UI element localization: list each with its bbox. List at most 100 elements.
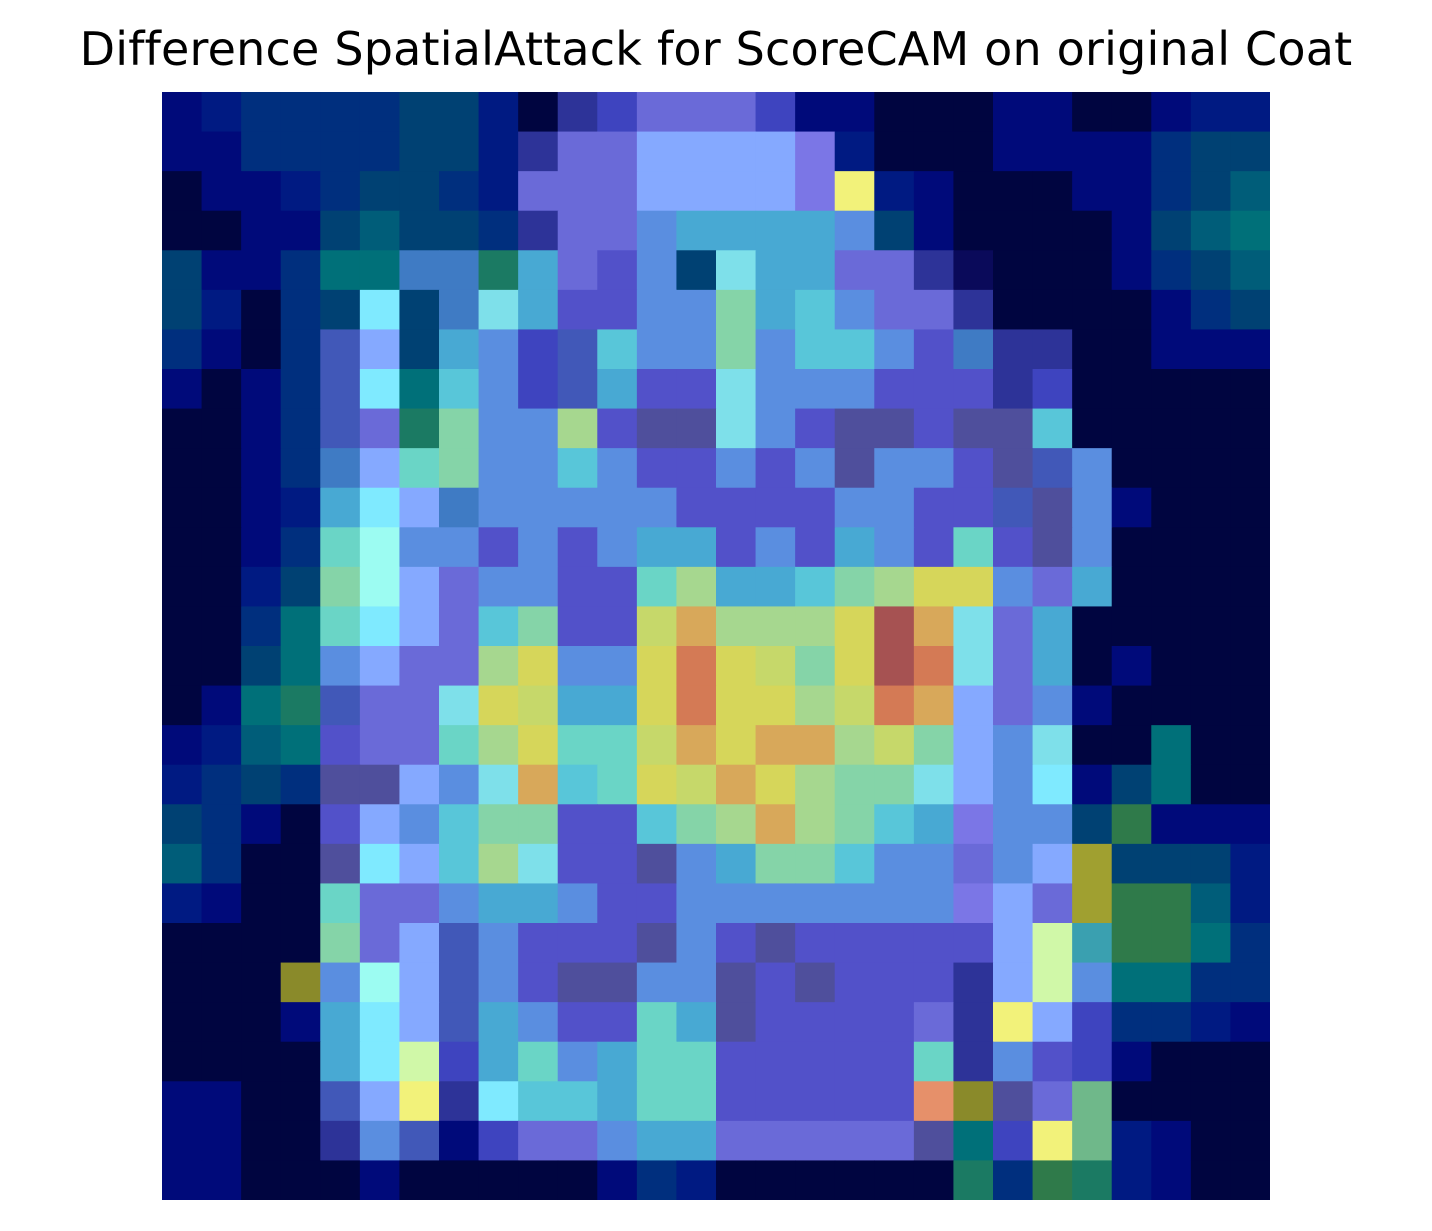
heatmap-cell-r24-c14: [716, 1041, 757, 1082]
heatmap-cell-r25-c12: [636, 1081, 678, 1122]
heatmap-cell-r19-c6: [399, 843, 440, 885]
heatmap-cell-r22-c25: [1151, 962, 1192, 1003]
heatmap-cell-r17-c6: [399, 764, 440, 805]
heatmap-cell-r7-c9: [518, 369, 559, 410]
heatmap-cell-r20-c4: [320, 883, 361, 924]
heatmap-cell-r24-c22: [1032, 1041, 1073, 1082]
heatmap-cell-r13-c14: [716, 606, 757, 647]
heatmap-cell-r27-c21: [993, 1160, 1034, 1200]
heatmap-cell-r24-c21: [993, 1041, 1034, 1082]
heatmap-cell-r21-c14: [716, 923, 757, 964]
heatmap-cell-r16-c24: [1111, 725, 1152, 766]
heatmap-cell-r8-c23: [1072, 408, 1113, 449]
heatmap-cell-r10-c12: [636, 487, 678, 528]
heatmap-cell-r14-c9: [518, 646, 559, 687]
heatmap-cell-r22-c0: [162, 962, 203, 1003]
heatmap-cell-r26-c6: [399, 1120, 440, 1162]
heatmap-cell-r14-c14: [716, 646, 757, 687]
heatmap-cell-r16-c7: [439, 725, 480, 766]
heatmap-cell-r13-c0: [162, 606, 203, 647]
heatmap-cell-r21-c21: [993, 923, 1034, 964]
heatmap-cell-r2-c15: [755, 171, 796, 212]
heatmap-cell-r5-c4: [320, 289, 361, 331]
heatmap-cell-r1-c20: [953, 131, 994, 172]
heatmap-cell-r25-c4: [320, 1081, 361, 1122]
heatmap-cell-r4-c19: [913, 250, 955, 291]
heatmap-cell-r21-c19: [913, 923, 955, 964]
heatmap-cell-r26-c0: [162, 1120, 203, 1162]
heatmap-cell-r2-c0: [162, 171, 203, 212]
heatmap-cell-r15-c18: [874, 685, 915, 726]
heatmap-cell-r8-c22: [1032, 408, 1073, 449]
heatmap-cell-r23-c8: [478, 1002, 519, 1043]
heatmap-cell-r25-c26: [1190, 1081, 1232, 1122]
heatmap-cell-r18-c6: [399, 804, 440, 845]
heatmap-cell-r18-c12: [636, 804, 678, 845]
heatmap-cell-r7-c17: [834, 369, 875, 410]
heatmap-cell-r18-c21: [993, 804, 1034, 845]
heatmap-cell-r3-c24: [1111, 210, 1152, 251]
heatmap-cell-r1-c16: [795, 131, 836, 172]
heatmap-cell-r6-c22: [1032, 329, 1073, 370]
heatmap-cell-r17-c19: [913, 764, 955, 805]
heatmap-cell-r19-c13: [676, 843, 717, 885]
heatmap-cell-r8-c4: [320, 408, 361, 449]
heatmap-cell-r11-c26: [1190, 527, 1232, 568]
heatmap-cell-r8-c0: [162, 408, 203, 449]
heatmap-cell-r6-c5: [359, 329, 401, 370]
heatmap-cell-r24-c19: [913, 1041, 955, 1082]
heatmap-cell-r21-c26: [1190, 923, 1232, 964]
heatmap-cell-r24-c17: [834, 1041, 875, 1082]
heatmap-cell-r19-c23: [1072, 843, 1113, 885]
heatmap-cell-r13-c3: [280, 606, 321, 647]
heatmap-cell-r12-c18: [874, 566, 915, 608]
heatmap-cell-r6-c11: [597, 329, 638, 370]
heatmap-cell-r25-c18: [874, 1081, 915, 1122]
heatmap-cell-r26-c2: [241, 1120, 282, 1162]
heatmap-cell-r20-c12: [636, 883, 678, 924]
heatmap-cell-r17-c9: [518, 764, 559, 805]
heatmap-cell-r17-c23: [1072, 764, 1113, 805]
heatmap-cell-r10-c27: [1230, 487, 1270, 528]
heatmap-cell-r0-c3: [280, 92, 321, 133]
heatmap-cell-r4-c6: [399, 250, 440, 291]
heatmap-cell-r0-c5: [359, 92, 401, 133]
heatmap-cell-r14-c2: [241, 646, 282, 687]
heatmap-cell-r21-c0: [162, 923, 203, 964]
heatmap-cell-r11-c8: [478, 527, 519, 568]
heatmap-cell-r26-c3: [280, 1120, 321, 1162]
heatmap-cell-r27-c25: [1151, 1160, 1192, 1200]
heatmap-cell-r1-c5: [359, 131, 401, 172]
heatmap-cell-r8-c17: [834, 408, 875, 449]
heatmap-cell-r16-c3: [280, 725, 321, 766]
heatmap-cell-r6-c6: [399, 329, 440, 370]
heatmap-cell-r27-c13: [676, 1160, 717, 1200]
heatmap-cell-r22-c5: [359, 962, 401, 1003]
heatmap-cell-r8-c1: [201, 408, 242, 449]
heatmap-cell-r1-c26: [1190, 131, 1232, 172]
heatmap-cell-r23-c19: [913, 1002, 955, 1043]
heatmap-cell-r0-c6: [399, 92, 440, 133]
heatmap-cell-r18-c7: [439, 804, 480, 845]
heatmap-cell-r1-c25: [1151, 131, 1192, 172]
heatmap-cell-r10-c16: [795, 487, 836, 528]
heatmap-cell-r1-c4: [320, 131, 361, 172]
heatmap-cell-r2-c1: [201, 171, 242, 212]
heatmap-cell-r1-c27: [1230, 131, 1270, 172]
heatmap-cell-r24-c0: [162, 1041, 203, 1082]
heatmap-cell-r15-c3: [280, 685, 321, 726]
heatmap-cell-r1-c3: [280, 131, 321, 172]
heatmap-cell-r12-c5: [359, 566, 401, 608]
heatmap-cell-r27-c7: [439, 1160, 480, 1200]
heatmap-cell-r27-c18: [874, 1160, 915, 1200]
heatmap-cell-r19-c21: [993, 843, 1034, 885]
heatmap-cell-r26-c1: [201, 1120, 242, 1162]
heatmap-cell-r12-c20: [953, 566, 994, 608]
heatmap-cell-r22-c22: [1032, 962, 1073, 1003]
heatmap-cell-r9-c10: [557, 448, 598, 489]
heatmap-cell-r2-c14: [716, 171, 757, 212]
heatmap-cell-r21-c17: [834, 923, 875, 964]
heatmap-cell-r23-c25: [1151, 1002, 1192, 1043]
heatmap-cell-r4-c11: [597, 250, 638, 291]
heatmap-cell-r15-c14: [716, 685, 757, 726]
